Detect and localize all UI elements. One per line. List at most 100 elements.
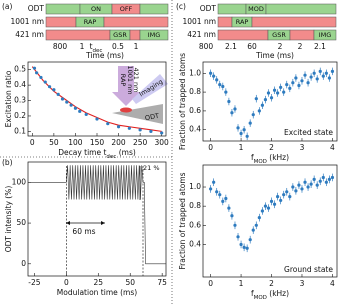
data-point <box>306 185 310 189</box>
x-axis-title-part: dec <box>106 154 116 160</box>
y-tick-label: 0.2 <box>14 111 26 120</box>
data-point <box>127 126 131 130</box>
timing-segment <box>217 3 247 15</box>
imaging-beam <box>132 74 168 104</box>
time-label: tdec <box>90 42 103 54</box>
row-label: 1001 nm <box>182 17 216 26</box>
data-point <box>227 206 231 210</box>
data-point <box>291 81 295 85</box>
data-point <box>218 193 222 197</box>
data-point <box>245 134 249 138</box>
segment-label: IMG <box>148 31 161 39</box>
data-point <box>138 128 142 132</box>
row-label: 1001 nm <box>10 17 44 26</box>
data-point <box>160 131 164 135</box>
data-point <box>306 81 310 85</box>
time-label-part: dec <box>93 48 103 54</box>
data-point <box>309 75 313 79</box>
y-tick-label: 0.3 <box>14 96 26 105</box>
data-point <box>239 242 243 247</box>
arrow-head <box>101 221 105 225</box>
x-tick-label: 100 <box>68 138 83 147</box>
annotation: ODT <box>144 112 159 122</box>
data-point <box>303 73 307 77</box>
time-label-part: t <box>90 42 93 51</box>
data-point <box>116 125 121 129</box>
data-point <box>312 177 316 181</box>
data-point <box>272 202 277 206</box>
data-point <box>149 129 153 133</box>
data-point <box>272 88 277 92</box>
axis-title: Time (ms) <box>85 51 124 60</box>
data-point <box>254 223 258 227</box>
data-point <box>65 100 69 104</box>
plot-frame <box>27 61 167 137</box>
data-point <box>257 109 261 113</box>
y-tick-label: 1.0 <box>189 182 201 191</box>
data-point <box>212 74 216 78</box>
annotation: RAP <box>119 74 127 87</box>
data-point <box>297 83 301 88</box>
data-point <box>78 109 82 113</box>
x-tick-label: 1 <box>239 143 244 152</box>
timing-segment <box>265 3 337 15</box>
data-point <box>43 80 47 84</box>
data-point <box>291 185 295 189</box>
panel-label: (c) <box>176 2 186 11</box>
x-tick-label: 0 <box>208 279 213 288</box>
rap-beam <box>112 66 140 106</box>
inset-cartoon: RAP 1001 nm 421 nm Imaging ODT <box>112 65 168 124</box>
data-point <box>242 245 246 249</box>
data-point <box>230 214 234 218</box>
data-point <box>294 189 298 193</box>
data-point <box>230 111 234 115</box>
data-point <box>95 117 99 121</box>
data-point <box>303 180 307 184</box>
timing-segment <box>251 16 337 28</box>
data-point <box>56 92 60 96</box>
y-tick-label: 0.4 <box>14 80 26 89</box>
x-tick-label: 250 <box>133 138 148 147</box>
data-point <box>47 85 52 89</box>
data-point <box>300 187 304 191</box>
data-point <box>260 209 264 213</box>
data-point <box>221 199 225 203</box>
x-tick-label: 75 <box>157 278 167 287</box>
data-point <box>106 122 110 126</box>
segment-label: ON <box>91 5 101 13</box>
time-label: 2.1 <box>314 42 326 51</box>
data-point <box>257 216 261 220</box>
x-axis-title: Modulation time (ms) <box>57 288 137 297</box>
data-point <box>266 206 271 210</box>
data-point <box>251 113 255 117</box>
segment-label: RAP <box>236 18 249 26</box>
plot-frame <box>202 164 338 278</box>
data-point <box>236 235 240 239</box>
data-point <box>297 183 301 187</box>
data-point <box>242 128 246 132</box>
x-axis-title-part: MOD <box>254 159 267 165</box>
time-label: 0.5 <box>112 42 124 51</box>
y-tick-label: 0.8 <box>189 201 201 210</box>
time-label: 2 <box>278 42 283 51</box>
x-axis-title-part: f <box>251 153 254 162</box>
data-point <box>248 121 252 125</box>
y-tick-label: 50 <box>16 218 26 227</box>
data-point <box>209 71 213 75</box>
y-tick-label: 0.8 <box>189 87 201 96</box>
data-point <box>327 177 331 181</box>
data-point <box>221 84 225 89</box>
annotation: Excited state <box>284 128 333 137</box>
y-axis-title: ODT intensity (%) <box>4 186 13 253</box>
timing-segment <box>289 29 315 41</box>
data-point <box>60 97 65 101</box>
odt-beam <box>112 104 163 124</box>
data-point <box>251 228 255 232</box>
x-axis-title-part: (ms) <box>116 148 136 157</box>
y-tick-label: 0.6 <box>189 220 201 229</box>
plot-frame <box>202 61 338 142</box>
timing-segment <box>217 29 269 41</box>
timing-segment <box>45 3 81 15</box>
data-point <box>236 126 240 130</box>
timing-segment <box>313 29 337 41</box>
